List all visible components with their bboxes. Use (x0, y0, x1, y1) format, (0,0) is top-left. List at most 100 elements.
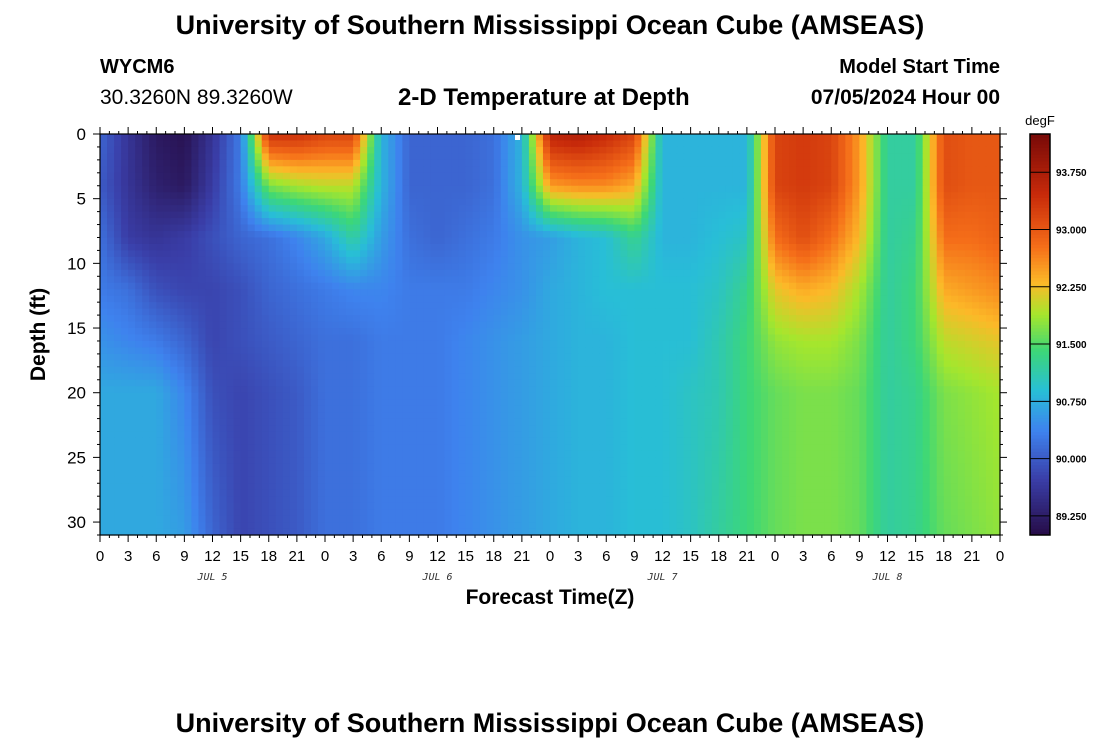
heatmap-cell (219, 276, 228, 284)
heatmap-cell (100, 263, 108, 271)
heatmap-cell (571, 134, 579, 142)
heatmap-cell (121, 185, 129, 193)
heatmap-cell (486, 315, 495, 323)
heatmap-cell (247, 153, 256, 161)
heatmap-cell (732, 308, 741, 316)
heatmap-cell (100, 153, 108, 161)
heatmap-cell (374, 205, 382, 213)
heatmap-cell (156, 146, 164, 155)
heatmap-cell (289, 192, 298, 200)
heatmap-cell (184, 198, 193, 206)
heatmap-cell (282, 153, 291, 161)
heatmap-cell (803, 146, 811, 155)
heatmap-cell (542, 269, 551, 277)
heatmap-cell (880, 250, 889, 258)
heatmap-cell (894, 328, 903, 336)
heatmap-cell (648, 379, 657, 387)
heatmap-cell (465, 321, 474, 329)
heatmap-cell (985, 308, 994, 316)
heatmap-cell (739, 256, 748, 264)
heatmap-cell (838, 237, 846, 245)
heatmap-cell (360, 315, 368, 323)
heatmap-cell (753, 211, 762, 219)
heatmap-cell (859, 373, 868, 381)
heatmap-cell (156, 134, 164, 142)
heatmap-cell (915, 153, 924, 161)
heatmap-cell (339, 198, 347, 206)
heatmap-cell (332, 289, 340, 297)
heatmap-cell (128, 334, 136, 342)
heatmap-cell (662, 302, 671, 310)
heatmap-cell (971, 172, 980, 180)
heatmap-cell (374, 360, 382, 368)
heatmap-cell (922, 360, 931, 368)
heatmap-cell (282, 140, 291, 148)
heatmap-cell (718, 308, 727, 316)
heatmap-cell (240, 263, 249, 271)
heatmap-cell (395, 134, 403, 142)
heatmap-cell (592, 211, 600, 219)
heatmap-cell (500, 360, 509, 368)
heatmap-cell (571, 373, 579, 381)
heatmap-cell (500, 282, 509, 290)
heatmap-cell (873, 231, 882, 239)
heatmap-cell (409, 134, 418, 142)
heatmap-cell (135, 185, 143, 193)
heatmap-cell (592, 179, 600, 187)
heatmap-cell (606, 166, 614, 174)
heatmap-cell (268, 295, 277, 303)
heatmap-cell (128, 347, 136, 355)
heatmap-cell (163, 218, 171, 226)
heatmap-cell (296, 185, 305, 193)
heatmap-cell (957, 379, 966, 387)
heatmap-cell (402, 218, 410, 226)
heatmap-cell (789, 224, 797, 232)
heatmap-cell (254, 179, 263, 187)
heatmap-cell (289, 379, 298, 387)
heatmap-cell (831, 205, 839, 213)
heatmap-cell (880, 231, 889, 239)
heatmap-cell (367, 179, 375, 187)
heatmap-cell (753, 366, 762, 374)
heatmap-cell (676, 353, 685, 361)
heatmap-cell (437, 134, 446, 142)
heatmap-cell (662, 289, 671, 297)
heatmap-cell (233, 366, 242, 374)
heatmap-cell (535, 263, 544, 271)
heatmap-cell (683, 192, 692, 200)
heatmap-cell (704, 140, 713, 148)
heatmap-cell (571, 224, 579, 232)
heatmap-cell (620, 321, 628, 329)
heatmap-cell (528, 159, 537, 167)
heatmap-cell (381, 243, 389, 252)
heatmap-cell (430, 334, 439, 342)
heatmap-cell (430, 159, 439, 167)
heatmap-cell (929, 353, 938, 361)
heatmap-cell (542, 218, 551, 226)
heatmap-cell (486, 379, 495, 387)
heatmap-cell (310, 308, 319, 316)
heatmap-cell (409, 243, 418, 252)
heatmap-cell (936, 250, 945, 258)
heatmap-cell (782, 328, 790, 336)
heatmap-cell (268, 153, 277, 161)
heatmap-cell (824, 328, 832, 336)
heatmap-cell (739, 340, 748, 349)
heatmap-cell (205, 302, 214, 310)
heatmap-cell (296, 353, 305, 361)
heatmap-cell (149, 353, 157, 361)
heatmap-cell (282, 211, 291, 219)
heatmap-cell (697, 172, 706, 180)
heatmap-cell (416, 340, 425, 349)
heatmap-cell (444, 224, 453, 232)
heatmap-cell (782, 282, 790, 290)
heatmap-cell (226, 159, 235, 167)
heatmap-cell (437, 237, 446, 245)
heatmap-cell (838, 366, 846, 374)
heatmap-cell (212, 289, 221, 297)
heatmap-cell (732, 379, 741, 387)
heatmap-cell (486, 340, 495, 349)
heatmap-cell (957, 347, 966, 355)
heatmap-cell (859, 218, 868, 226)
heatmap-cell (247, 276, 256, 284)
